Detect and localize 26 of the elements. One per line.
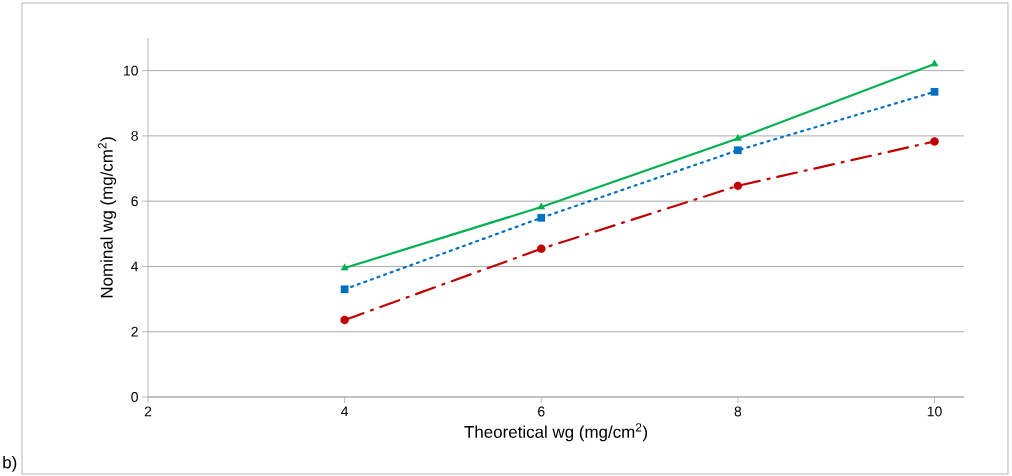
point [930, 87, 939, 96]
point [537, 213, 546, 222]
x-tick-label: 6 [538, 406, 545, 417]
x-tick-label: 8 [734, 406, 742, 417]
x-tick-label: 10 [927, 406, 942, 417]
y-tick-label: 6 [131, 196, 138, 207]
point [930, 137, 939, 146]
y-tick-label: 2 [131, 326, 138, 337]
point [340, 285, 349, 294]
x-tick-label: 2 [144, 406, 152, 417]
x-axis-title: Theoretical wg (mg/cm$^{2}$) [464, 423, 647, 442]
point [340, 315, 349, 325]
y-axis-title: Nominal wg (mg/cm$^{2}$) [98, 137, 117, 298]
point [537, 202, 546, 210]
point [537, 244, 546, 254]
point [733, 133, 742, 141]
point [930, 59, 939, 67]
y-tick-label: 10 [124, 65, 138, 76]
point [734, 146, 742, 155]
y-tick-label: 8 [131, 130, 138, 141]
point [340, 263, 349, 271]
y-tick-label: 0 [131, 392, 138, 402]
x-tick-label: 4 [341, 406, 349, 417]
point [733, 181, 743, 191]
text: b) [3, 456, 17, 472]
y-tick-label: 4 [131, 261, 139, 272]
